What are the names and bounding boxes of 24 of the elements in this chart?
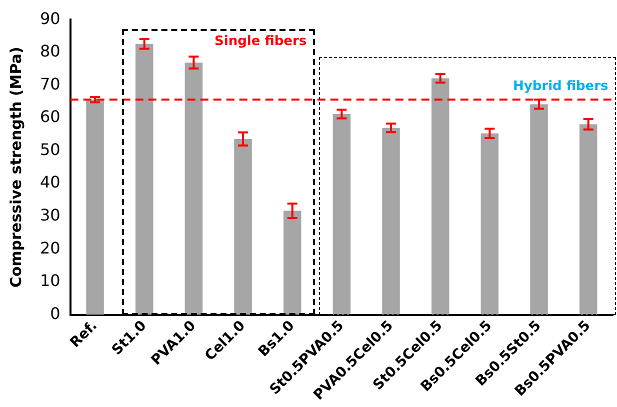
y-tick-label: 40 [40, 172, 60, 192]
bar [86, 100, 104, 315]
annotation: Single fibers [214, 34, 307, 50]
bar [234, 138, 252, 315]
y-tick-label: 10 [40, 271, 60, 290]
y-tick-label: 60 [40, 107, 60, 126]
bar [480, 133, 499, 315]
y-tick-label: 90 [40, 8, 60, 28]
bar [382, 128, 400, 315]
annotation: Hybrid fibers [513, 79, 608, 94]
y-tick-label: 30 [40, 206, 60, 225]
bar [530, 104, 548, 315]
bar [184, 62, 203, 315]
y-tick-label: 0 [50, 304, 60, 323]
y-tick-label: 70 [40, 74, 60, 94]
bar [431, 78, 450, 315]
bar [579, 124, 598, 315]
y-tick-label: 80 [40, 42, 60, 61]
bar [332, 114, 351, 315]
y-tick-label: 20 [40, 238, 60, 258]
y-axis-title: Compressive strength (MPa) [6, 46, 25, 288]
bar [283, 210, 302, 315]
bar [135, 44, 154, 315]
y-tick-label: 50 [40, 140, 60, 159]
